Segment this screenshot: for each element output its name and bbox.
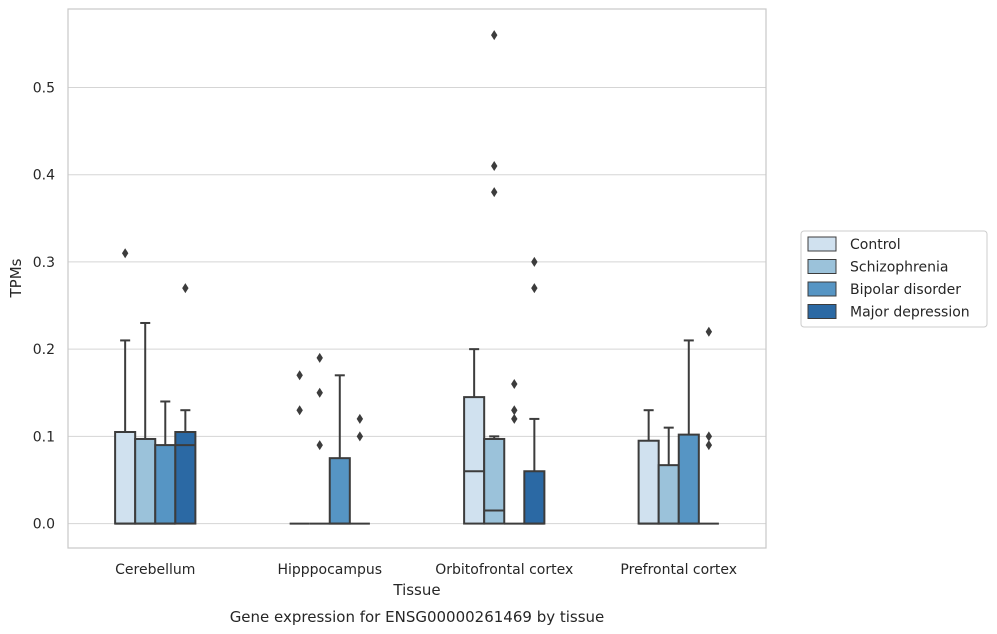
legend-label: Major depression [850, 305, 970, 321]
outlier-marker [356, 413, 364, 424]
box-element [134, 321, 157, 525]
legend-swatch [807, 236, 837, 252]
box-rect [677, 433, 700, 525]
outlier-marker [316, 387, 323, 398]
x-axis-label: Tissue [392, 581, 440, 599]
outlier-marker [491, 187, 498, 198]
y-tick-label: 0.0 [33, 517, 55, 533]
outlier-marker [182, 283, 189, 294]
y-tick-label: 0.5 [33, 80, 55, 96]
outlier-marker [316, 352, 323, 363]
box-element [483, 30, 506, 525]
legend-label: Bipolar disorder [850, 282, 961, 298]
box-rect [174, 431, 197, 525]
legend-swatch [807, 304, 837, 319]
box-element [174, 283, 197, 525]
outlier-marker [121, 248, 129, 259]
box-rect [134, 437, 157, 525]
y-tick-label: 0.2 [33, 342, 55, 358]
box-element [657, 426, 680, 525]
box-rect [657, 464, 680, 525]
box-element [289, 370, 310, 525]
box-element [698, 326, 719, 525]
box-element [463, 348, 486, 525]
outlier-marker [511, 405, 518, 416]
box-element [349, 413, 370, 525]
legend-label: Schizophrenia [850, 260, 948, 276]
box-element [523, 256, 546, 525]
outlier-marker [705, 431, 713, 442]
box-rect [114, 431, 137, 525]
legend: Control Schizophrenia Bipolar disorder Majo… [800, 230, 988, 328]
x-tick-label: Cerebellum [115, 562, 195, 578]
box-rect [328, 457, 351, 525]
plot-frame [67, 8, 767, 549]
outlier-marker [296, 370, 303, 381]
x-tick-label: Hipppocampus [277, 562, 382, 578]
legend-swatch [807, 259, 837, 274]
y-axis-label: TPMs [7, 258, 25, 298]
legend-swatch [807, 281, 837, 297]
legend-frame [800, 230, 988, 328]
x-tick-label: Orbitofrontal cortex [435, 562, 573, 578]
y-axis-ticks: 0.0 0.1 0.2 0.3 0.4 0.5 [33, 80, 55, 532]
box-rect [523, 470, 546, 525]
x-tick-label: Prefrontal cortex [620, 562, 737, 578]
outlier-marker [531, 283, 538, 294]
outlier-marker [316, 440, 323, 451]
box-element [504, 379, 525, 525]
box-element [328, 374, 351, 525]
box-element [677, 339, 700, 525]
legend-label: Control [850, 237, 901, 253]
chart-caption: Gene expression for ENSG00000261469 by t… [230, 608, 605, 626]
x-axis-ticks: Cerebellum Hipppocampus Orbitofrontal cort… [115, 562, 737, 578]
outlier-marker [705, 440, 713, 451]
outlier-marker [491, 160, 498, 171]
outlier-marker [511, 413, 518, 424]
outlier-marker [531, 256, 538, 267]
y-tick-label: 0.1 [33, 429, 55, 445]
y-tick-label: 0.3 [33, 255, 55, 271]
plot-area [114, 30, 719, 525]
box-rect [154, 444, 177, 525]
box-element [637, 409, 660, 525]
box-rect [483, 437, 506, 525]
outlier-marker [296, 405, 303, 416]
box-element [309, 352, 330, 525]
box-element [154, 400, 177, 525]
outlier-marker [705, 326, 713, 337]
y-tick-label: 0.4 [33, 168, 55, 184]
box-element [114, 248, 137, 525]
box-rect [637, 439, 660, 525]
outlier-marker [511, 379, 518, 390]
outlier-marker [356, 431, 364, 442]
outlier-marker [491, 30, 498, 41]
box-rect [463, 396, 486, 525]
